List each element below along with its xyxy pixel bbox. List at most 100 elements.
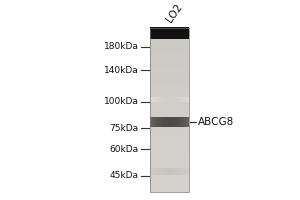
Text: LO2: LO2 xyxy=(164,1,184,24)
Bar xyxy=(150,42,189,45)
Bar xyxy=(157,117,158,127)
Bar xyxy=(181,97,182,102)
Bar xyxy=(150,171,189,173)
Bar xyxy=(150,52,189,55)
Bar xyxy=(187,97,188,102)
Bar xyxy=(150,126,189,128)
Bar xyxy=(167,117,168,127)
Bar xyxy=(177,168,178,175)
Text: 45kDa: 45kDa xyxy=(110,171,139,180)
Bar xyxy=(171,168,172,175)
Bar xyxy=(172,117,173,127)
Bar xyxy=(169,168,170,175)
Bar xyxy=(151,117,152,127)
Bar xyxy=(150,187,189,190)
Bar xyxy=(176,97,177,102)
Bar xyxy=(174,168,175,175)
Bar xyxy=(154,168,155,175)
Bar xyxy=(180,97,181,102)
Bar xyxy=(173,97,174,102)
Bar xyxy=(150,117,151,127)
Bar xyxy=(150,54,189,57)
Bar xyxy=(173,117,174,127)
Bar xyxy=(171,117,172,127)
Text: 60kDa: 60kDa xyxy=(110,145,139,154)
Bar xyxy=(169,117,170,127)
Bar xyxy=(162,117,163,127)
Bar xyxy=(185,168,186,175)
Bar xyxy=(150,134,189,136)
Bar xyxy=(187,117,188,127)
Bar xyxy=(168,117,169,127)
Bar xyxy=(150,83,189,85)
Text: ABCG8: ABCG8 xyxy=(198,117,234,127)
Bar xyxy=(150,69,189,71)
Bar xyxy=(150,116,189,118)
Bar xyxy=(176,117,177,127)
Bar xyxy=(178,117,179,127)
Bar xyxy=(162,168,163,175)
Bar xyxy=(154,117,155,127)
Bar xyxy=(188,117,189,127)
Bar xyxy=(163,168,164,175)
Bar xyxy=(150,183,189,185)
Bar xyxy=(150,122,189,124)
Bar xyxy=(161,117,162,127)
Bar xyxy=(184,168,185,175)
Bar xyxy=(150,30,189,32)
Bar xyxy=(150,189,189,192)
Bar xyxy=(152,168,153,175)
Bar xyxy=(150,87,189,89)
Bar xyxy=(155,168,157,175)
Bar xyxy=(163,97,164,102)
Bar xyxy=(172,117,173,127)
Bar xyxy=(150,130,189,132)
Bar xyxy=(156,168,157,175)
Bar xyxy=(157,97,158,102)
Bar xyxy=(150,142,189,145)
Bar xyxy=(166,168,167,175)
Bar xyxy=(150,152,189,155)
Bar xyxy=(150,146,189,149)
Bar xyxy=(152,97,153,102)
Bar xyxy=(154,97,155,102)
Bar xyxy=(150,181,189,183)
Bar xyxy=(172,97,173,102)
Bar xyxy=(167,168,168,175)
Bar xyxy=(150,77,189,79)
Bar xyxy=(158,168,159,175)
Bar xyxy=(186,97,188,102)
Bar xyxy=(175,117,176,127)
Bar xyxy=(169,168,170,175)
Bar xyxy=(153,168,154,175)
Bar xyxy=(182,97,183,102)
Bar xyxy=(150,177,189,179)
Bar xyxy=(188,168,189,175)
Bar xyxy=(171,97,172,102)
Bar xyxy=(173,168,174,175)
Bar xyxy=(155,97,157,102)
Bar xyxy=(185,117,186,127)
Bar xyxy=(158,168,160,175)
Bar xyxy=(150,108,189,110)
Bar xyxy=(169,117,170,127)
Bar xyxy=(177,97,178,102)
Bar xyxy=(161,168,162,175)
Bar xyxy=(185,168,187,175)
Bar xyxy=(162,168,164,175)
Bar xyxy=(170,97,171,102)
Bar xyxy=(172,168,173,175)
Bar xyxy=(167,97,168,102)
Bar xyxy=(172,97,173,102)
Bar xyxy=(166,97,167,102)
Bar xyxy=(151,97,152,102)
Bar xyxy=(180,117,181,127)
Bar xyxy=(187,168,188,175)
Bar xyxy=(150,50,189,53)
Bar xyxy=(150,46,189,49)
Bar xyxy=(178,117,180,127)
Bar xyxy=(179,117,180,127)
Bar xyxy=(181,168,182,175)
Bar xyxy=(152,117,153,127)
Bar xyxy=(150,65,189,67)
